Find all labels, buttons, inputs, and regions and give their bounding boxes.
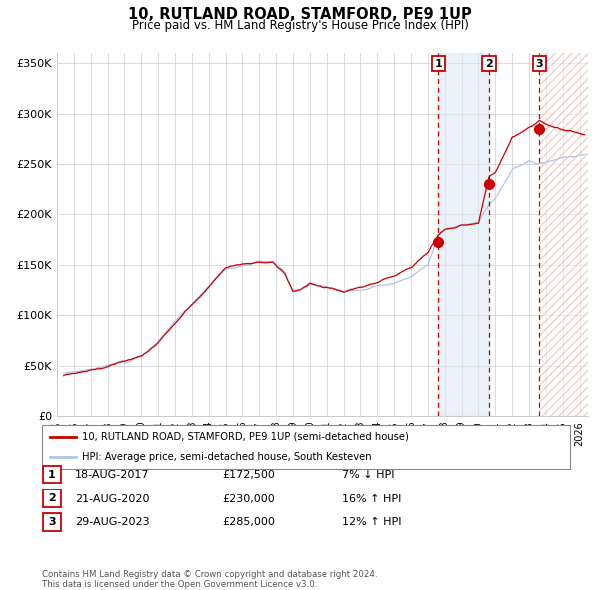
Bar	[439, 53, 489, 416]
Bar	[539, 53, 588, 416]
Text: HPI: Average price, semi-detached house, South Kesteven: HPI: Average price, semi-detached house,…	[82, 452, 371, 462]
FancyBboxPatch shape	[42, 425, 570, 469]
Text: £230,000: £230,000	[222, 494, 275, 503]
Text: £285,000: £285,000	[222, 517, 275, 527]
Text: Contains HM Land Registry data © Crown copyright and database right 2024.
This d: Contains HM Land Registry data © Crown c…	[42, 570, 377, 589]
Text: 2: 2	[48, 493, 56, 503]
Text: £172,500: £172,500	[222, 470, 275, 480]
Text: 10, RUTLAND ROAD, STAMFORD, PE9 1UP (semi-detached house): 10, RUTLAND ROAD, STAMFORD, PE9 1UP (sem…	[82, 432, 409, 442]
Text: 10, RUTLAND ROAD, STAMFORD, PE9 1UP: 10, RUTLAND ROAD, STAMFORD, PE9 1UP	[128, 7, 472, 22]
Text: 3: 3	[48, 517, 56, 527]
Text: 3: 3	[536, 58, 543, 68]
Text: 18-AUG-2017: 18-AUG-2017	[75, 470, 149, 480]
Text: 7% ↓ HPI: 7% ↓ HPI	[342, 470, 395, 480]
Text: Price paid vs. HM Land Registry's House Price Index (HPI): Price paid vs. HM Land Registry's House …	[131, 19, 469, 32]
FancyBboxPatch shape	[43, 490, 61, 507]
Text: 1: 1	[48, 470, 56, 480]
FancyBboxPatch shape	[43, 513, 61, 530]
Text: 12% ↑ HPI: 12% ↑ HPI	[342, 517, 401, 527]
Text: 1: 1	[434, 58, 442, 68]
Text: 29-AUG-2023: 29-AUG-2023	[75, 517, 149, 527]
Text: 2: 2	[485, 58, 493, 68]
FancyBboxPatch shape	[43, 466, 61, 483]
Text: 21-AUG-2020: 21-AUG-2020	[75, 494, 149, 503]
Text: 16% ↑ HPI: 16% ↑ HPI	[342, 494, 401, 503]
